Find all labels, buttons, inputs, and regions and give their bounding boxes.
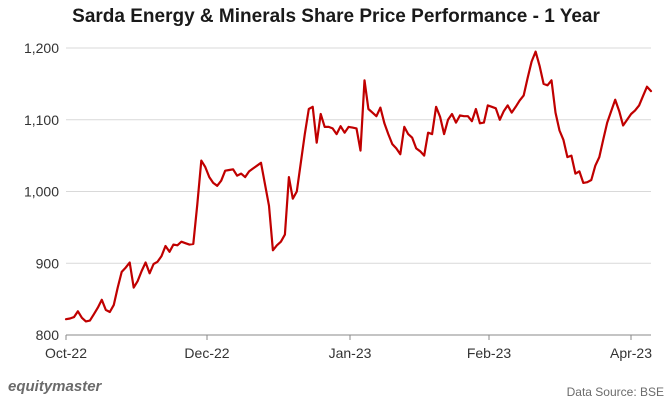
y-axis: 800 900 1,000 1,100 1,200 [24, 40, 59, 343]
x-tick-label: Apr-23 [610, 345, 652, 361]
price-line [64, 50, 653, 323]
x-axis: Oct-22 Dec-22 Jan-23 Feb-23 Apr-23 [45, 335, 652, 361]
y-tick-label: 800 [36, 327, 60, 343]
gridlines [66, 47, 651, 336]
x-tick-label: Feb-23 [467, 345, 512, 361]
data-source-note: Data Source: BSE [566, 385, 664, 399]
x-tick-label: Jan-23 [329, 345, 372, 361]
y-tick-label: 1,000 [24, 184, 59, 200]
brand-logo: equitymaster [8, 378, 102, 395]
series-layer [64, 50, 653, 323]
y-tick-label: 900 [36, 255, 60, 271]
x-tick-label: Dec-22 [184, 345, 229, 361]
x-tick-label: Oct-22 [45, 345, 87, 361]
chart-title: Sarda Energy & Minerals Share Price Perf… [72, 6, 600, 27]
y-tick-label: 1,100 [24, 112, 59, 128]
y-tick-label: 1,200 [24, 40, 59, 56]
